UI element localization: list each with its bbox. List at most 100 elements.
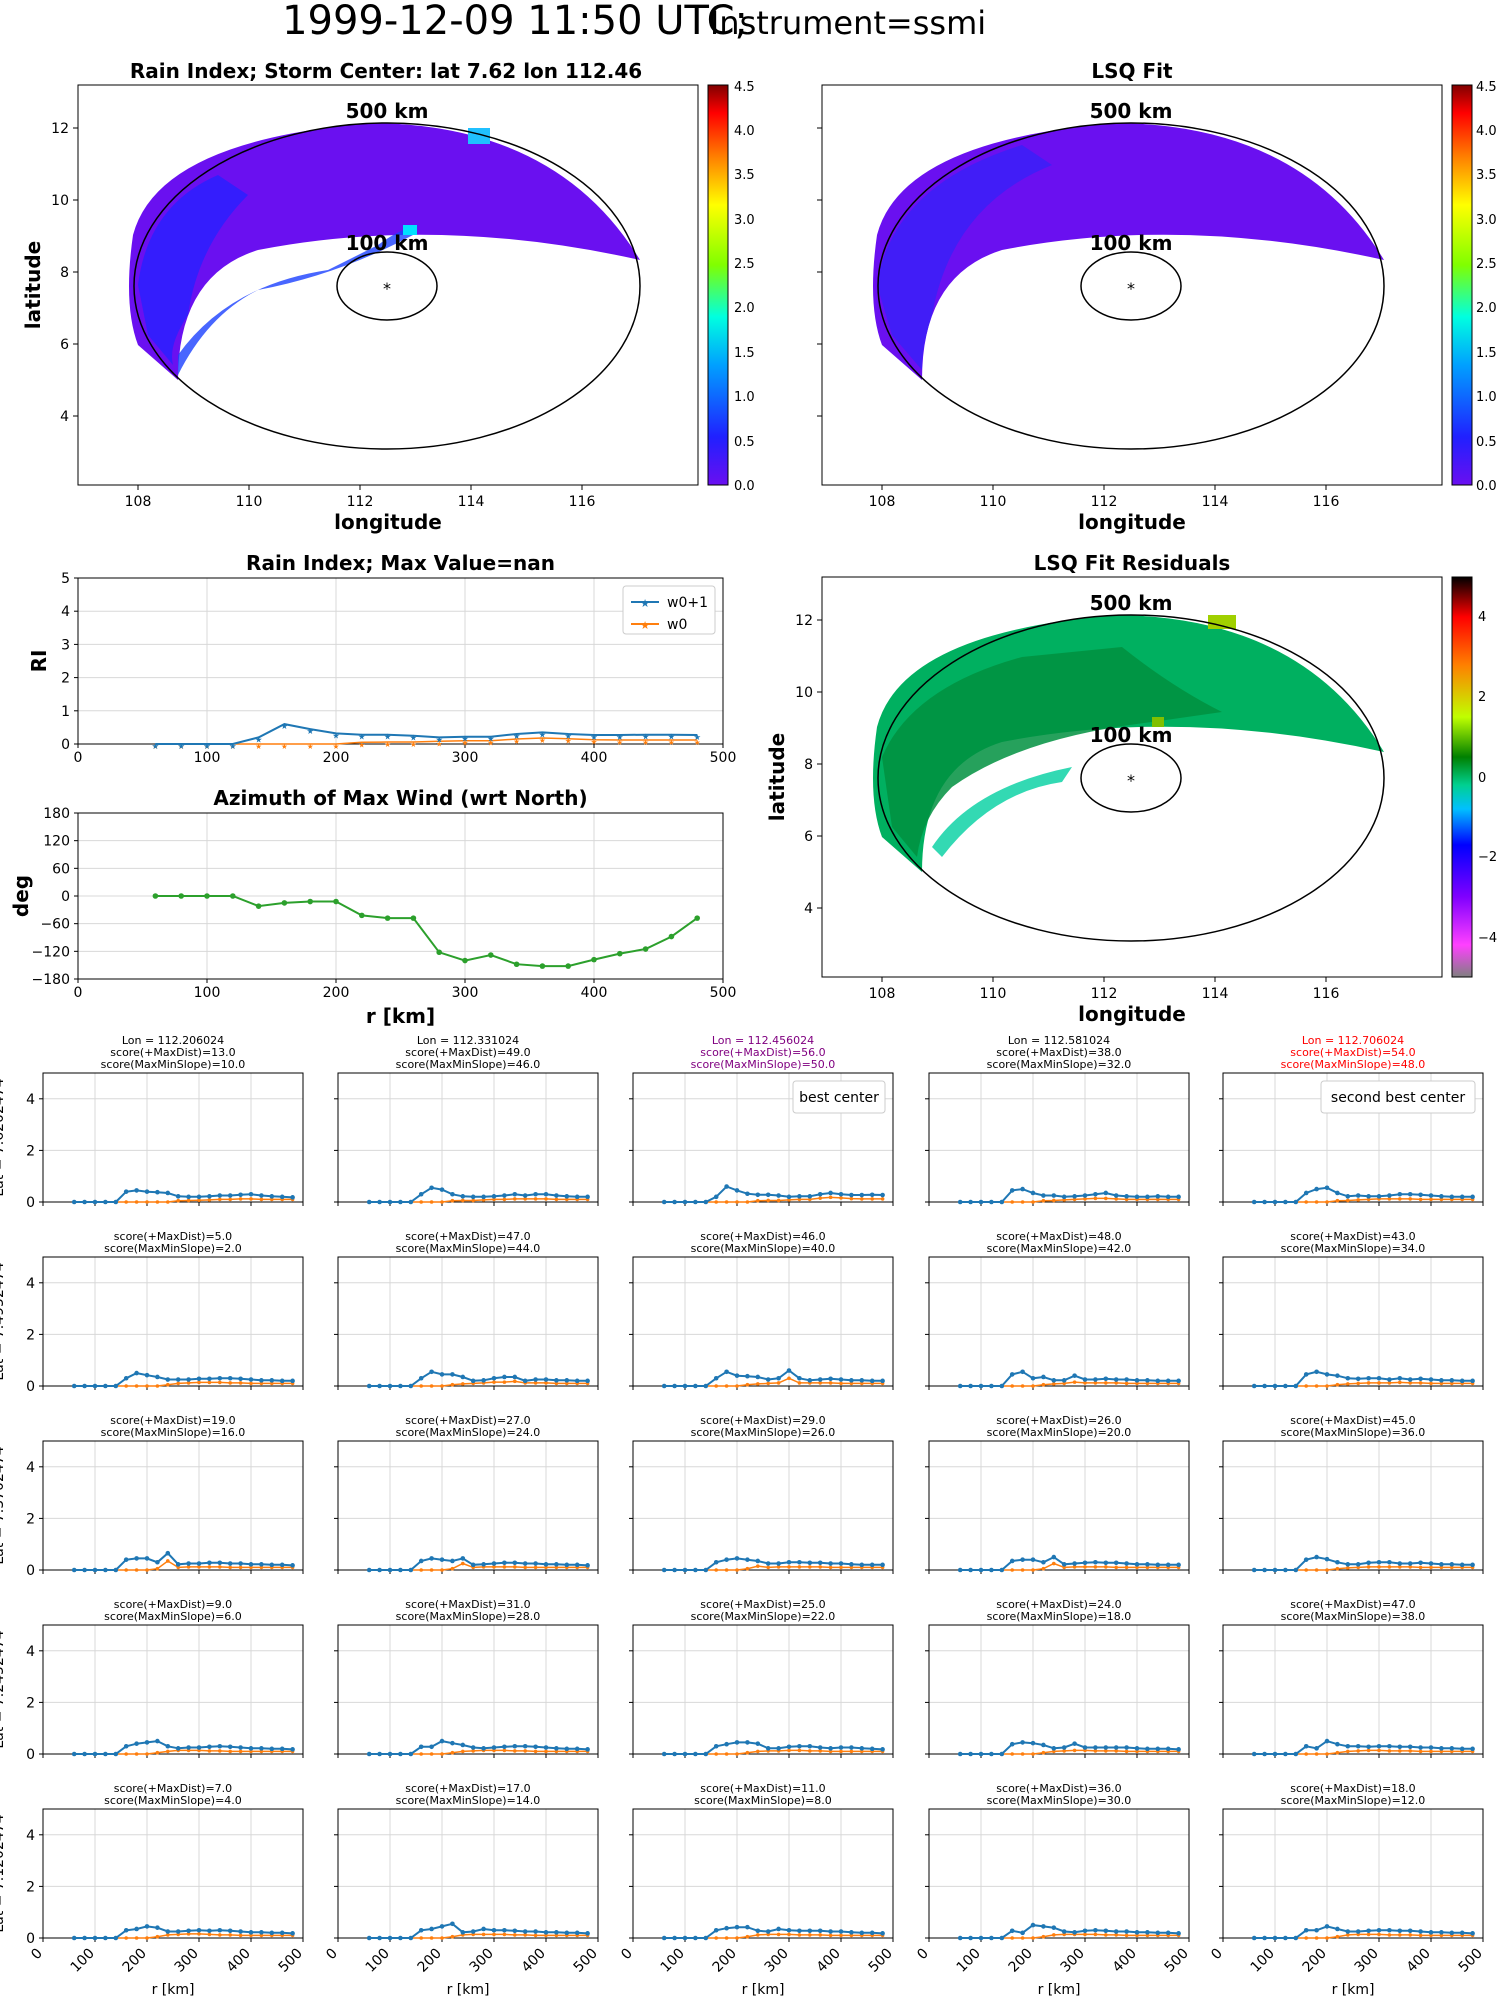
data-point: ★ — [513, 737, 520, 746]
data-point — [776, 1746, 781, 1751]
x-tick-label: 300 — [452, 985, 479, 1001]
data-point — [1103, 1190, 1109, 1196]
rain-y-ticks: 4 6 8 10 12 — [51, 121, 78, 425]
data-point — [165, 1190, 171, 1196]
data-point — [238, 1749, 243, 1754]
data-point — [1439, 1565, 1444, 1570]
legend-frame — [622, 585, 716, 635]
lsq-map-title: LSQ Fit — [1091, 59, 1173, 83]
data-point — [290, 1563, 295, 1568]
data-point — [248, 1562, 254, 1567]
data-point — [461, 1198, 465, 1203]
data-point — [1072, 1565, 1077, 1569]
data-point — [968, 1751, 973, 1757]
x-tick-label: 0 — [28, 1946, 46, 1964]
lsq-ring-outer-label: 500 km — [1090, 99, 1173, 123]
data-point — [849, 1565, 854, 1570]
data-point — [1470, 1746, 1475, 1752]
data-point — [269, 1378, 275, 1383]
data-point — [989, 1935, 994, 1941]
data-point — [418, 1744, 424, 1750]
data-point — [1134, 1194, 1140, 1200]
cell-title: score(MaxMinSlope)=4.0 — [104, 1794, 242, 1807]
data-point — [1165, 1746, 1171, 1752]
data-point — [1262, 1567, 1267, 1573]
cell-legend-label: best center — [799, 1090, 879, 1106]
data-point — [554, 1565, 559, 1570]
data-point — [1145, 1562, 1150, 1567]
data-point — [429, 1556, 434, 1561]
cell-title: score(MaxMinSlope)=44.0 — [396, 1242, 541, 1255]
resid-map-xlabel: longitude — [1078, 1002, 1186, 1026]
data-point — [377, 1383, 382, 1389]
y-tick-label: 120 — [43, 834, 70, 850]
x-tick-label: 400 — [814, 1946, 844, 1976]
series-line — [960, 1188, 1179, 1203]
data-point — [554, 1193, 559, 1198]
data-point — [1459, 1194, 1465, 1200]
data-point — [682, 1567, 688, 1573]
axes-frame — [42, 1808, 304, 1939]
data-point — [186, 1561, 191, 1566]
data-point: ★ — [410, 740, 417, 749]
data-point — [1366, 1744, 1371, 1750]
data-point — [797, 1375, 802, 1381]
lsq-center-star: * — [1127, 279, 1135, 298]
data-point — [227, 1561, 233, 1566]
series-line — [1254, 1740, 1473, 1755]
x-tick-label: 200 — [323, 985, 350, 1001]
data-point — [1031, 1936, 1035, 1940]
rain-map-ylabel: latitude — [21, 241, 45, 329]
legend-marker: ★ — [640, 619, 650, 632]
data-point — [585, 1931, 590, 1936]
data-point — [450, 1382, 455, 1387]
data-point — [144, 1924, 150, 1929]
x-tick-label: 500 — [571, 1946, 601, 1976]
data-point — [1009, 1741, 1015, 1747]
x-tick-label: 500 — [866, 1946, 896, 1976]
data-point — [1325, 1752, 1329, 1756]
series-line — [369, 1186, 588, 1203]
data-point — [248, 1930, 254, 1935]
data-point — [217, 1927, 223, 1933]
data-point — [1303, 1372, 1309, 1377]
cbar-tick: 2.0 — [734, 301, 755, 316]
data-point — [1251, 1751, 1257, 1757]
data-point — [1418, 1381, 1423, 1385]
data-point — [1304, 1200, 1308, 1204]
data-point — [828, 1933, 833, 1938]
data-point — [1020, 1384, 1025, 1388]
data-point — [693, 1383, 698, 1389]
data-point — [1314, 1746, 1319, 1751]
data-point — [735, 1384, 739, 1388]
data-point — [1428, 1930, 1434, 1935]
data-point — [248, 1377, 254, 1382]
data-point — [1387, 1933, 1392, 1937]
data-point — [1459, 1746, 1465, 1752]
data-point — [1418, 1745, 1423, 1750]
x-tick-label: 500 — [710, 985, 737, 1001]
data-point — [470, 1194, 476, 1200]
data-point — [279, 1194, 285, 1200]
data-point — [870, 1197, 874, 1201]
cell-title: score(MaxMinSlope)=48.0 — [1281, 1058, 1426, 1071]
data-point — [1031, 1200, 1035, 1204]
data-point — [113, 1935, 119, 1941]
data-point — [756, 1933, 760, 1937]
data-point — [249, 1749, 253, 1754]
data-point — [1135, 1749, 1139, 1754]
data-point — [533, 1561, 538, 1566]
data-point — [554, 1381, 559, 1386]
data-point — [113, 1567, 119, 1573]
rain-center-star: * — [383, 279, 391, 298]
data-point — [1262, 1199, 1267, 1205]
data-point — [460, 1194, 466, 1199]
rain-ytick: 4 — [60, 409, 69, 425]
data-point — [175, 1929, 181, 1934]
cbar-tick: 4.5 — [1476, 80, 1497, 95]
x-tick-label: 400 — [581, 750, 608, 766]
lsq-ring-outer — [877, 122, 1385, 450]
cell-title: score(+MaxDist)=5.0 — [114, 1230, 232, 1243]
data-point — [533, 1933, 538, 1938]
data-point — [1335, 1382, 1340, 1387]
